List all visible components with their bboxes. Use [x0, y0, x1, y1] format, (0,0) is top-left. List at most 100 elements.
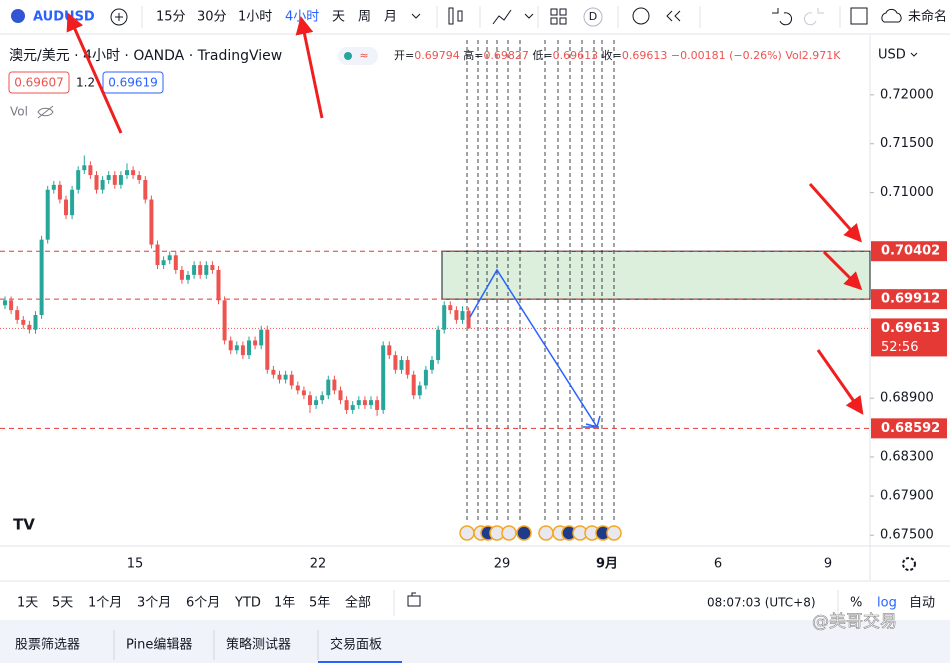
candle-body — [387, 345, 392, 356]
candle-body — [57, 184, 62, 200]
spread: 1.2 — [76, 76, 95, 90]
candle-icon[interactable] — [448, 7, 454, 25]
legend-value: 0.69613 — [553, 49, 599, 62]
candle-body — [460, 311, 465, 320]
range-button[interactable]: 1天 — [17, 596, 38, 611]
range-button[interactable]: 6个月 — [186, 596, 220, 611]
annotation-arrow — [822, 250, 863, 291]
symbol[interactable]: AUDUSD — [33, 10, 95, 25]
event-icon[interactable] — [459, 525, 475, 541]
candle-body — [100, 179, 105, 190]
timeframe[interactable]: 30分 — [197, 10, 227, 25]
x-tick-label: 9月 — [596, 557, 618, 572]
settings[interactable] — [902, 557, 916, 571]
level-label-bg — [871, 418, 947, 439]
symbol-flag — [11, 9, 25, 23]
candle-body — [21, 319, 26, 325]
candle-body — [326, 379, 331, 396]
candle-body — [70, 189, 75, 216]
ask: 0.69619 — [108, 76, 158, 90]
range-button[interactable]: 3个月 — [137, 596, 171, 611]
volume-label: Vol — [10, 105, 28, 119]
last-price-label: 0.69613 — [881, 321, 940, 336]
log-toggle[interactable]: log — [877, 596, 897, 611]
candle-body — [381, 345, 386, 410]
compare-button[interactable] — [110, 8, 128, 26]
timeframe[interactable]: 1小时 — [238, 10, 272, 25]
range-button[interactable]: 1个月 — [88, 596, 122, 611]
range-button[interactable]: YTD — [234, 596, 261, 611]
candle-body — [204, 265, 209, 275]
legend-volume: Vol2.971K — [785, 49, 841, 62]
auto-toggle[interactable]: 自动 — [909, 596, 935, 611]
bid-box[interactable] — [8, 71, 70, 94]
fullscreen[interactable] — [850, 7, 868, 25]
candle-icon — [457, 10, 463, 22]
tab[interactable]: 交易面板 — [330, 637, 382, 653]
event-icon[interactable] — [606, 525, 622, 541]
candle-body — [448, 305, 453, 311]
range-button[interactable]: 5年 — [309, 596, 330, 611]
event-icon[interactable] — [501, 525, 517, 541]
indicator-icon[interactable] — [492, 9, 512, 25]
candle-body — [314, 400, 319, 406]
timeframe[interactable]: 15分 — [156, 10, 186, 25]
percent-toggle[interactable]: % — [850, 596, 862, 611]
alert-icon[interactable] — [632, 7, 650, 25]
candle-body — [399, 360, 404, 370]
candle-body — [417, 385, 422, 396]
candle-body — [240, 345, 245, 356]
indicator-dropdown[interactable] — [524, 13, 534, 19]
range-button[interactable]: 5天 — [52, 596, 73, 611]
go-to-date[interactable] — [407, 592, 421, 607]
timeframe[interactable]: 周 — [358, 10, 371, 25]
candle-body — [405, 360, 410, 375]
bid: 0.69607 — [14, 76, 64, 90]
redo[interactable] — [803, 8, 824, 26]
timeframe[interactable]: 月 — [384, 10, 397, 25]
candle-body — [173, 255, 178, 270]
candle-body — [131, 170, 136, 176]
candle-body — [15, 310, 20, 320]
compare-plus — [115, 13, 123, 21]
layout-icon[interactable] — [550, 8, 567, 25]
layout-cell — [550, 17, 558, 25]
tab[interactable]: Pine编辑器 — [126, 638, 192, 653]
tf-dropdown[interactable] — [411, 13, 421, 19]
layout-name[interactable]: 未命名 — [908, 9, 947, 25]
interval-badge[interactable] — [583, 7, 603, 27]
legend-value: 0.69613 — [622, 49, 668, 62]
tv-logo: TV — [13, 516, 35, 534]
range-button[interactable]: 全部 — [345, 595, 371, 611]
candle-body — [45, 189, 50, 240]
last-price-label-bg — [871, 318, 947, 357]
undo[interactable] — [772, 8, 793, 26]
x-tick-label: 15 — [127, 557, 144, 572]
hide-volume[interactable] — [37, 105, 54, 119]
candle-body — [228, 340, 233, 351]
candle-body — [338, 390, 343, 401]
y-tick-label: 0.72000 — [880, 87, 934, 102]
timeframe[interactable]: 天 — [332, 10, 345, 25]
currency[interactable]: USD — [878, 48, 906, 63]
candle-body — [277, 374, 282, 380]
candle-body — [332, 379, 337, 391]
status-icon: ≈ — [359, 49, 368, 62]
candle-body — [106, 175, 111, 180]
annotation-arrow — [808, 183, 862, 243]
candle-body — [253, 340, 258, 346]
tab[interactable]: 策略测试器 — [226, 637, 291, 653]
market-open-dot — [344, 52, 352, 60]
candle-body — [210, 265, 215, 270]
range-button[interactable]: 1年 — [274, 596, 295, 611]
annotation-arrow — [295, 16, 324, 119]
candle-body — [216, 269, 221, 301]
candle-body — [301, 390, 306, 396]
tab[interactable]: 股票筛选器 — [15, 638, 80, 653]
layout-cell — [559, 17, 567, 25]
ask-box[interactable] — [102, 71, 164, 94]
event-icon[interactable] — [516, 525, 532, 541]
event-icon[interactable] — [538, 525, 554, 541]
replay-icon[interactable] — [666, 10, 681, 22]
candle-body — [192, 265, 197, 275]
